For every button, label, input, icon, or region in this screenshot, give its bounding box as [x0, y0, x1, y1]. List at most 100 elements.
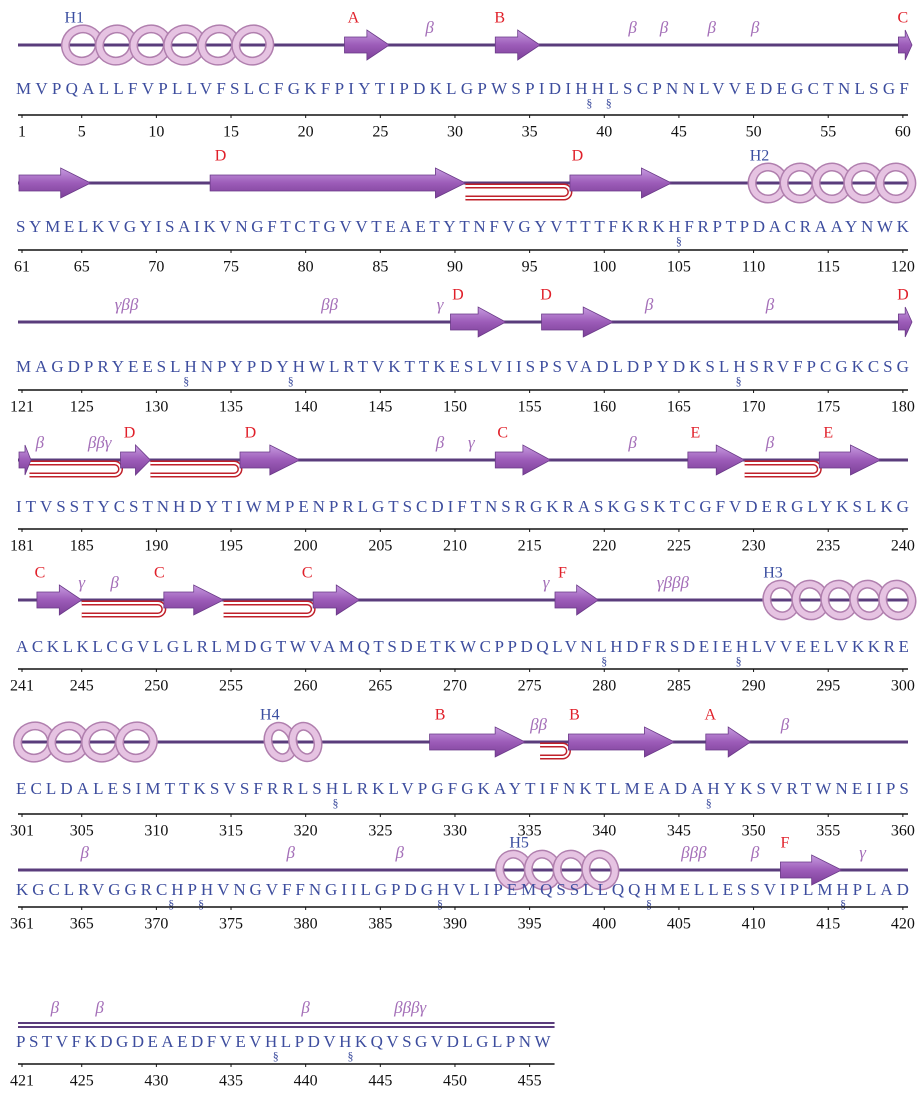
structure-label: D [215, 148, 227, 165]
structure-label: β [750, 18, 760, 37]
structure-label: D [540, 287, 552, 304]
residue-number: 450 [443, 1073, 467, 1090]
site-mark: § [333, 796, 339, 810]
residue-number: 10 [148, 124, 164, 141]
residue-number: 180 [891, 399, 915, 416]
hairpin-inner [465, 185, 571, 199]
residue-number: 160 [592, 399, 616, 416]
residue-number: 375 [219, 916, 243, 933]
residue-number: 355 [816, 823, 840, 840]
structure-label: β [707, 18, 717, 37]
residue-number: 280 [592, 678, 616, 695]
strand-arrow [705, 726, 752, 758]
residue-number: 100 [592, 259, 616, 276]
residue-number: 400 [592, 916, 616, 933]
residue-number: 380 [294, 916, 318, 933]
structure-label: γ [859, 843, 867, 862]
structure-label: β [765, 295, 775, 314]
structure-label: D [572, 148, 584, 165]
hairpin [81, 600, 167, 618]
residue-number: 130 [144, 399, 168, 416]
residue-number: 85 [372, 259, 388, 276]
residue-number: 295 [816, 678, 840, 695]
residue-number: 255 [219, 678, 243, 695]
sequence: MAGDPRYEESLHNPYPDYHWLRTVKTTKESLVIISPSVAD… [16, 357, 909, 376]
strand-arrow [36, 584, 83, 616]
residue-number: 415 [816, 916, 840, 933]
sequence: MVPQALLFVPLLVFSLCFGKFPIYTIPDKLGPWSPIDIHH… [16, 79, 909, 98]
structure-label: γ [78, 573, 86, 592]
residue-number: 390 [443, 916, 467, 933]
site-mark: § [586, 96, 592, 110]
strand-arrow [569, 167, 673, 199]
residue-number: 140 [294, 399, 318, 416]
residue-number: 365 [70, 916, 94, 933]
residue-number: 275 [518, 678, 542, 695]
residue-number: 210 [443, 538, 467, 555]
residue-number: 325 [368, 823, 392, 840]
residue-number: 5 [78, 124, 86, 141]
sequence: ACKLKLCGVLGLRLMDGTWVAMQTSDETKWCPPDQLVNLH… [16, 637, 909, 656]
structure-label: H1 [64, 10, 84, 27]
site-mark: § [347, 1049, 353, 1063]
residue-number: 185 [70, 538, 94, 555]
hairpin [744, 460, 822, 478]
residue-number: 135 [219, 399, 243, 416]
structure-label: ββ [320, 295, 338, 314]
structure-label: γβββ [657, 573, 690, 592]
residue-number: 330 [443, 823, 467, 840]
hairpin-inner [223, 602, 315, 616]
residue-number: 155 [518, 399, 542, 416]
helix-turn [232, 25, 273, 65]
residue-number: 20 [298, 124, 314, 141]
residue-number: 181 [10, 538, 34, 555]
residue-number: 290 [742, 678, 766, 695]
residue-number: 65 [74, 259, 90, 276]
residue-number: 30 [447, 124, 463, 141]
residue-number: 95 [522, 259, 538, 276]
helix-turn [116, 722, 157, 762]
hairpin-inner [29, 462, 122, 476]
structure-label: ββγ [87, 433, 113, 452]
structure-label: β [286, 843, 296, 862]
residue-number: 115 [817, 259, 840, 276]
residue-number: 40 [596, 124, 612, 141]
residue-number: 110 [742, 259, 765, 276]
residue-number: 385 [368, 916, 392, 933]
residue-number: 80 [298, 259, 314, 276]
residue-number: 60 [895, 124, 911, 141]
residue-number: 205 [368, 538, 392, 555]
residue-number: 90 [447, 259, 463, 276]
helix-turn [289, 723, 322, 761]
hairpin [223, 600, 316, 618]
structure-label: H5 [509, 835, 529, 852]
strand-arrow [344, 29, 390, 61]
structure-label: β [35, 433, 45, 452]
strand-arrow [780, 854, 843, 886]
structure-label: γββ [115, 295, 139, 314]
structure-label: β [750, 843, 760, 862]
residue-number: 121 [10, 399, 34, 416]
residue-number: 230 [742, 538, 766, 555]
residue-number: 361 [10, 916, 34, 933]
strand-arrow [818, 444, 882, 476]
site-mark: § [288, 374, 294, 388]
structure-label: D [124, 425, 136, 442]
residue-number: 425 [70, 1073, 94, 1090]
strand-arrow [687, 444, 746, 476]
structure-label: β [627, 18, 637, 37]
structure-label: H2 [750, 148, 770, 165]
site-mark: § [437, 897, 443, 911]
residue-number: 170 [742, 399, 766, 416]
strand-arrow [18, 167, 92, 199]
residue-number: 165 [667, 399, 691, 416]
residue-number: 405 [667, 916, 691, 933]
residue-number: 245 [70, 678, 94, 695]
structure-label: γ [543, 573, 551, 592]
site-mark: § [676, 234, 682, 248]
structure-label: H4 [260, 707, 280, 724]
residue-number: 70 [148, 259, 164, 276]
hairpin-inner [744, 462, 821, 476]
sequence: ITVSSTYCSTNHDYTIWMPENPRLGTSCDIFTNSRGKRAS… [16, 497, 909, 516]
sequence: ECLDALESIMTTKSVSFRRLSHLRKLVPGFGKAYTIFNKT… [16, 779, 909, 798]
